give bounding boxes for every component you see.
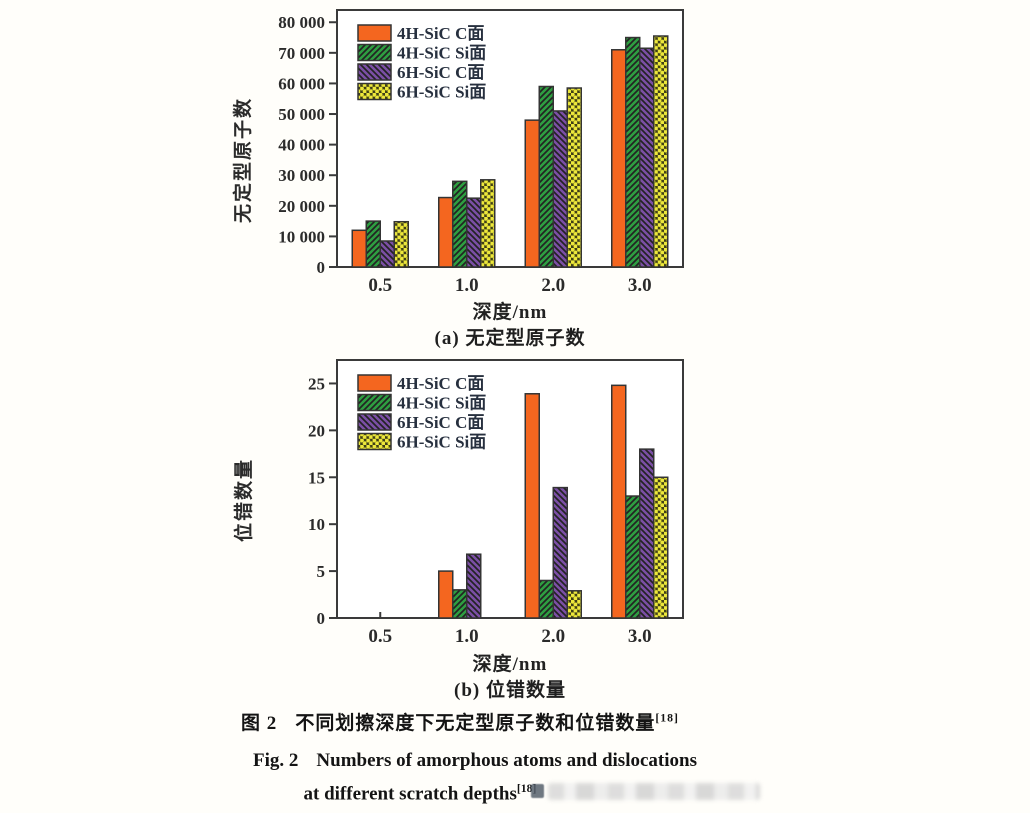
bar-b-3.0-series0	[611, 384, 627, 619]
bar-a-0.5-series3	[393, 220, 409, 268]
watermark-icon	[531, 784, 544, 798]
bar-b-3.0-series3	[653, 476, 669, 619]
legend-swatch	[357, 24, 392, 42]
bar-a-3.0-series1	[625, 36, 641, 268]
legend-label: 4H-SiC C面	[397, 24, 484, 43]
caption-en-text2: at different scratch depths	[303, 783, 517, 805]
caption-zh-text: 不同划擦深度下无定型原子数和位错数量	[295, 713, 656, 734]
y-tick-label: 50 000	[278, 105, 325, 124]
bar-a-2.0-series1	[538, 85, 554, 268]
legend-label: 6H-SiC Si面	[397, 83, 486, 102]
legend-swatch	[357, 63, 392, 81]
y-tick-label: 10 000	[278, 227, 325, 246]
legend-swatch	[357, 82, 392, 101]
y-tick-label: 60 000	[278, 74, 325, 93]
bar-b-2.0-series2	[552, 486, 568, 619]
legend-label: 4H-SiC Si面	[397, 394, 486, 413]
x-tick-label: 3.0	[628, 626, 652, 647]
y-tick-label: 20	[308, 421, 325, 440]
y-tick-label: 10	[308, 515, 325, 534]
bar-b-2.0-series3	[566, 590, 582, 619]
legend-label: 6H-SiC C面	[397, 413, 484, 432]
bar-b-3.0-series1	[625, 495, 641, 619]
legend-label: 6H-SiC C面	[397, 63, 484, 82]
bar-b-1.0-series1	[452, 589, 468, 619]
bar-a-1.0-series3	[480, 179, 496, 268]
bar-a-3.0-series3	[653, 35, 669, 268]
bar-b-3.0-series2	[639, 448, 655, 619]
bar-a-1.0-series0	[438, 196, 454, 268]
y-axis-label: 位错数量	[232, 458, 255, 542]
bar-a-3.0-series2	[639, 47, 655, 268]
legend-label: 4H-SiC Si面	[397, 44, 486, 63]
x-tick-label: 0.5	[368, 275, 392, 296]
bar-b-2.0-series1	[538, 579, 554, 619]
y-tick-label: 0	[317, 258, 326, 277]
caption-en-text1: Numbers of amorphous atoms and dislocati…	[316, 750, 697, 771]
y-tick-label: 70 000	[278, 44, 325, 63]
bar-b-2.0-series0	[524, 393, 540, 619]
legend-swatch	[357, 43, 392, 62]
chart-a-subcaption: (a) 无定型原子数	[434, 328, 586, 349]
bar-a-2.0-series2	[552, 110, 568, 268]
bar-b-1.0-series2	[466, 553, 482, 619]
y-tick-label: 40 000	[278, 136, 325, 155]
y-tick-label: 15	[308, 468, 325, 487]
bar-a-0.5-series1	[365, 220, 381, 268]
y-axis-label: 无定型原子数	[231, 97, 254, 223]
legend-swatch	[357, 432, 392, 451]
y-tick-label: 30 000	[278, 166, 325, 185]
legend-label: 4H-SiC C面	[397, 374, 484, 393]
y-tick-label: 5	[317, 562, 326, 581]
chart-b-xlabel: 深度/nm	[472, 654, 548, 675]
y-tick-label: 25	[308, 374, 325, 393]
y-tick-label: 20 000	[278, 197, 325, 216]
bar-a-1.0-series2	[466, 197, 482, 268]
bar-a-1.0-series1	[452, 180, 468, 268]
bar-a-0.5-series2	[379, 240, 395, 268]
watermark-blurred	[531, 776, 781, 806]
caption-zh-number: 图 2	[241, 713, 278, 734]
bar-a-0.5-series0	[351, 229, 367, 268]
figure-caption-zh: 图 2 不同划擦深度下无定型原子数和位错数量[18]	[160, 708, 760, 735]
chart-a-xlabel: 深度/nm	[472, 302, 548, 323]
bar-a-2.0-series0	[524, 119, 540, 268]
chart-a-amorphous-atoms: 0 10 000 20 000 30 000 40 000 50 000 60 000 70 …	[231, 9, 684, 296]
legend-swatch	[357, 374, 392, 392]
legend-swatch	[357, 413, 392, 431]
y-tick-label: 0	[317, 609, 326, 628]
x-tick-label: 0.5	[368, 626, 392, 647]
bar-a-2.0-series3	[566, 87, 582, 268]
caption-zh-reference: [18]	[655, 711, 679, 725]
chart-b-subcaption: (b) 位错数量	[454, 680, 566, 701]
figure-caption-en-line1: Fig. 2 Numbers of amorphous atoms and dis…	[170, 750, 780, 772]
x-tick-label: 1.0	[455, 275, 479, 296]
x-tick-label: 3.0	[628, 275, 652, 296]
bar-b-1.0-series0	[438, 570, 454, 619]
watermark-strip	[548, 782, 760, 800]
y-tick-label: 80 000	[278, 13, 325, 32]
caption-en-number: Fig. 2	[253, 750, 299, 771]
x-tick-label: 2.0	[541, 626, 565, 647]
legend-label: 6H-SiC Si面	[397, 433, 486, 452]
x-tick-label: 1.0	[455, 626, 479, 647]
x-tick-label: 2.0	[541, 275, 565, 296]
bar-a-3.0-series0	[611, 49, 627, 268]
legend-swatch	[357, 393, 392, 412]
